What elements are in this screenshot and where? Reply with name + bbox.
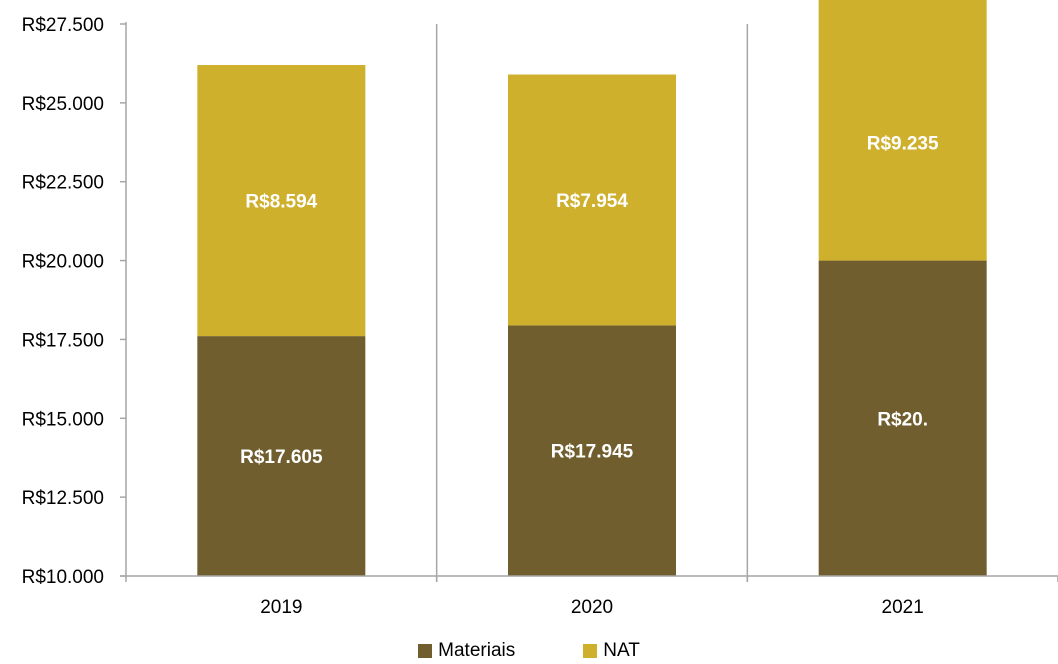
- data-label-nat-2019: R$8.594: [245, 192, 317, 213]
- legend-swatch-materiais: [418, 644, 433, 658]
- data-label-nat-2021: R$9.235: [867, 133, 939, 154]
- bar-materiais-2021: [818, 260, 987, 576]
- y-tick-label: R$27.500: [22, 15, 104, 36]
- bar-materiais-2020: [508, 325, 676, 576]
- x-tick-label-2019: 2019: [260, 597, 302, 618]
- y-tick-label: R$22.500: [22, 173, 104, 194]
- stacked-bar-chart: R$17.605 R$8.594 R$17.945 R$7.954 R$20. R$9.2…: [22, 0, 1058, 618]
- legend-item-nat: NAT: [583, 640, 640, 662]
- y-tick-label: R$20.000: [22, 252, 104, 273]
- legend-label-nat: NAT: [603, 640, 640, 661]
- data-label-materiais-2019: R$17.605: [240, 447, 323, 468]
- y-tick-label: R$25.000: [22, 94, 104, 115]
- bar-nat-2019: [197, 65, 366, 337]
- y-tick-label: R$10.000: [22, 567, 104, 588]
- bar-nat-2020: [508, 74, 676, 326]
- x-tick-label-2020: 2020: [571, 597, 613, 618]
- legend-label-materiais: Materiais: [438, 640, 516, 661]
- legend-item-materiais: Materiais: [418, 640, 515, 662]
- bar-materiais-2019: [197, 336, 366, 576]
- data-label-materiais-2020: R$17.945: [551, 442, 634, 463]
- bar-nat-2021: [818, 0, 987, 261]
- y-tick-label: R$15.000: [22, 409, 104, 430]
- data-label-materiais-2021: R$20.: [877, 409, 928, 430]
- data-label-nat-2020: R$7.954: [556, 191, 628, 212]
- x-tick-label-2021: 2021: [882, 597, 924, 618]
- y-tick-label: R$17.500: [22, 330, 104, 351]
- legend: Materiais NAT: [0, 640, 1058, 662]
- y-tick-label: R$12.500: [22, 488, 104, 509]
- legend-swatch-nat: [583, 644, 598, 658]
